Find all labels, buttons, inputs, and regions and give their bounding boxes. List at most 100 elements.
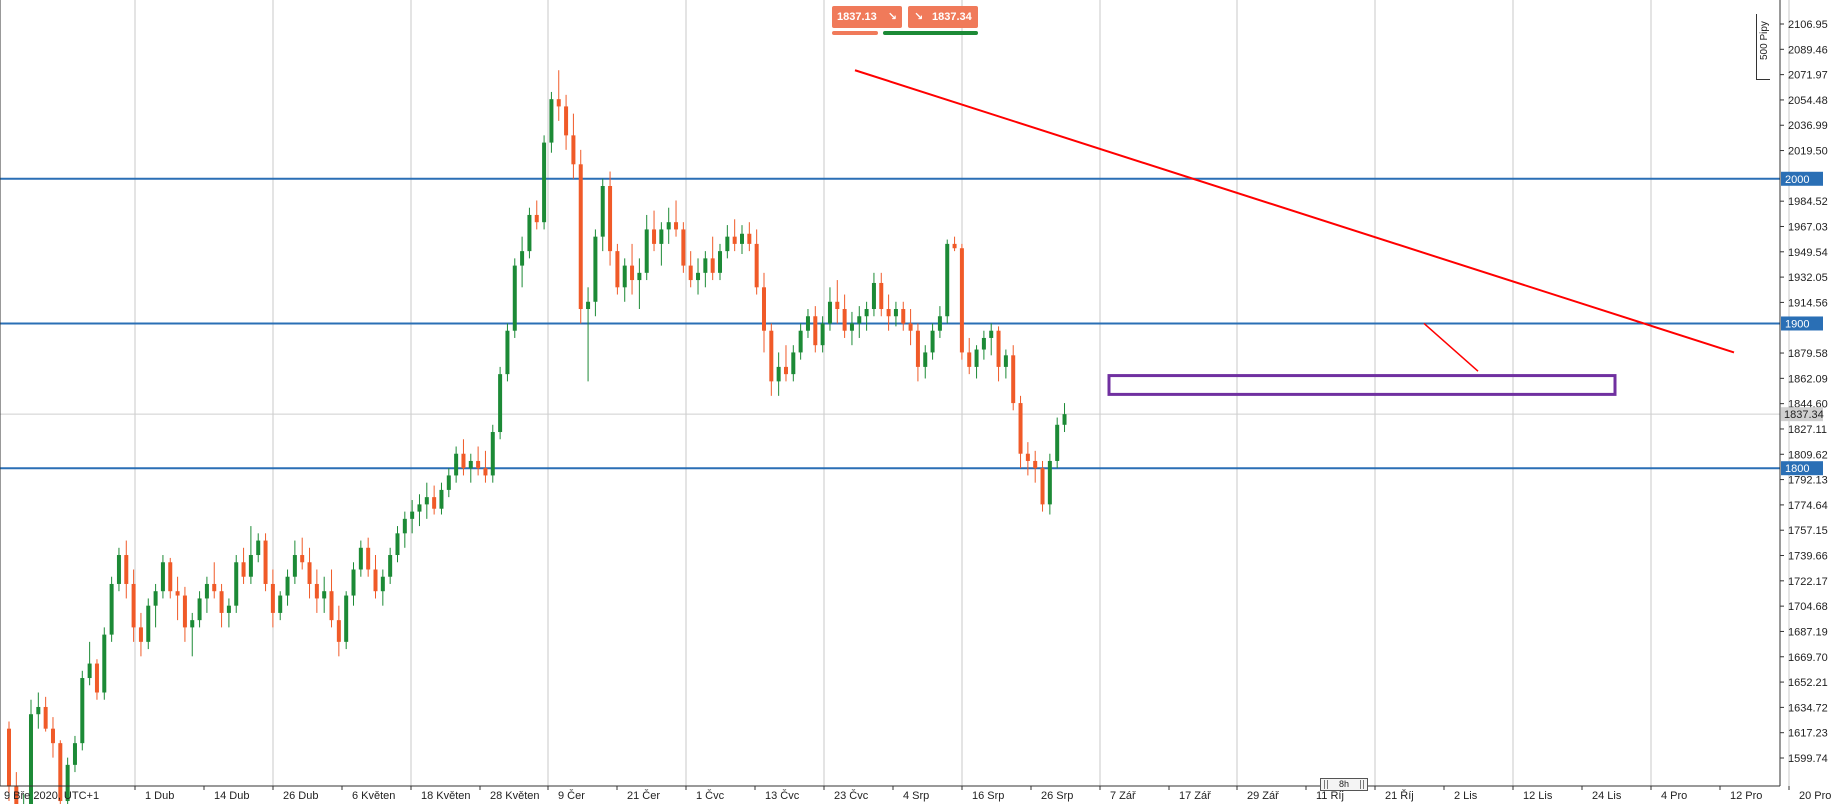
candle-body xyxy=(80,678,85,744)
candle-body xyxy=(490,432,495,476)
candle xyxy=(226,598,231,628)
candle xyxy=(930,323,935,360)
candle xyxy=(600,178,605,252)
candle-body xyxy=(483,468,488,476)
support-zone[interactable] xyxy=(1107,374,1617,396)
candle-body xyxy=(981,337,986,350)
candle xyxy=(1025,442,1030,476)
y-tick-label: 1809.62 xyxy=(1788,449,1828,461)
candle xyxy=(80,670,85,751)
candle-body xyxy=(842,309,847,331)
candle-body xyxy=(300,555,305,563)
y-tick-label: 1879.58 xyxy=(1788,348,1828,360)
candle xyxy=(329,569,334,628)
scale-label: 500 Pipy xyxy=(1759,21,1770,60)
candle-body xyxy=(263,540,268,584)
candle xyxy=(952,236,957,252)
candle xyxy=(769,323,774,396)
candle xyxy=(446,468,451,498)
y-tick-label: 1617.23 xyxy=(1788,728,1828,740)
candle xyxy=(996,326,1001,382)
candle xyxy=(160,555,165,599)
candle-body xyxy=(608,186,613,252)
candle xyxy=(974,345,979,379)
level-badge-2000 xyxy=(1781,171,1823,186)
candle xyxy=(241,547,246,584)
candle xyxy=(454,446,459,483)
x-axis-start-label: 9 Bře 2020, UTC+1 xyxy=(4,790,99,802)
buy-price: 1837.34 xyxy=(932,11,972,23)
candle-body xyxy=(1003,355,1008,367)
candle-body xyxy=(1047,460,1052,505)
candle-body xyxy=(58,743,63,802)
candle xyxy=(505,323,510,382)
candle-body xyxy=(996,330,1001,367)
candle-body xyxy=(358,547,363,570)
candle xyxy=(527,207,532,259)
candle-body xyxy=(197,598,202,621)
candle xyxy=(820,316,825,353)
y-tick-label: 1862.09 xyxy=(1788,373,1828,385)
candle-body xyxy=(886,309,891,317)
candle xyxy=(28,699,33,804)
candle-body xyxy=(241,562,246,577)
candle-body xyxy=(710,258,715,273)
candle-body xyxy=(182,595,187,628)
candle xyxy=(747,222,752,252)
x-tick-label: 13 Čvc xyxy=(765,789,800,802)
candle-body xyxy=(336,620,341,642)
candle xyxy=(94,659,99,700)
candle xyxy=(490,424,495,483)
sell-button[interactable]: 1837.13 ↘ xyxy=(832,6,902,28)
candle xyxy=(754,229,759,295)
level-label-1800: 1800 xyxy=(1785,463,1809,475)
candle xyxy=(805,309,810,338)
candle-body xyxy=(725,236,730,252)
trend-line-short[interactable] xyxy=(1423,322,1479,372)
candle-body xyxy=(893,309,898,317)
candle xyxy=(336,605,341,657)
x-tick-label: 21 Čer xyxy=(627,789,660,802)
candle-body xyxy=(659,229,664,244)
candle xyxy=(864,301,869,331)
y-tick-label: 1669.70 xyxy=(1788,652,1828,664)
candle-body xyxy=(615,251,620,288)
y-tick-label: 1722.17 xyxy=(1788,576,1828,588)
candles xyxy=(7,70,1067,804)
candle-body xyxy=(864,309,869,317)
candle-body xyxy=(256,540,261,556)
candle xyxy=(923,345,928,379)
buy-button[interactable]: ↘ 1837.34 xyxy=(908,6,978,28)
candle-body xyxy=(102,634,107,693)
candle-body xyxy=(36,706,41,715)
candle-body xyxy=(549,99,554,143)
candle xyxy=(571,113,576,179)
candle-body xyxy=(468,460,473,469)
scale-indicator: 500 Pipy xyxy=(1756,14,1770,80)
candle-body xyxy=(512,265,517,331)
candle xyxy=(1003,349,1008,379)
candle-body xyxy=(1018,403,1023,454)
candle-body xyxy=(849,323,854,331)
candle-body xyxy=(740,233,744,244)
candle-body xyxy=(571,135,576,165)
timeframe-badge[interactable]: 8h xyxy=(1320,778,1368,791)
y-tick-label: 1792.13 xyxy=(1788,475,1828,487)
candle-body xyxy=(226,605,231,613)
candle-body xyxy=(989,330,994,338)
candle-body xyxy=(732,236,737,244)
candle xyxy=(945,239,950,324)
candle-body xyxy=(270,583,275,613)
y-tick-label: 1949.54 xyxy=(1788,247,1828,259)
x-tick-label: 20 Pro xyxy=(1799,790,1831,802)
y-tick-label: 2019.50 xyxy=(1788,146,1828,158)
candle xyxy=(674,200,679,237)
candle xyxy=(234,555,239,613)
candle xyxy=(696,258,701,295)
trend-line-main[interactable] xyxy=(854,69,1735,354)
candle xyxy=(439,482,444,515)
candle xyxy=(637,258,642,310)
candle xyxy=(512,258,517,338)
